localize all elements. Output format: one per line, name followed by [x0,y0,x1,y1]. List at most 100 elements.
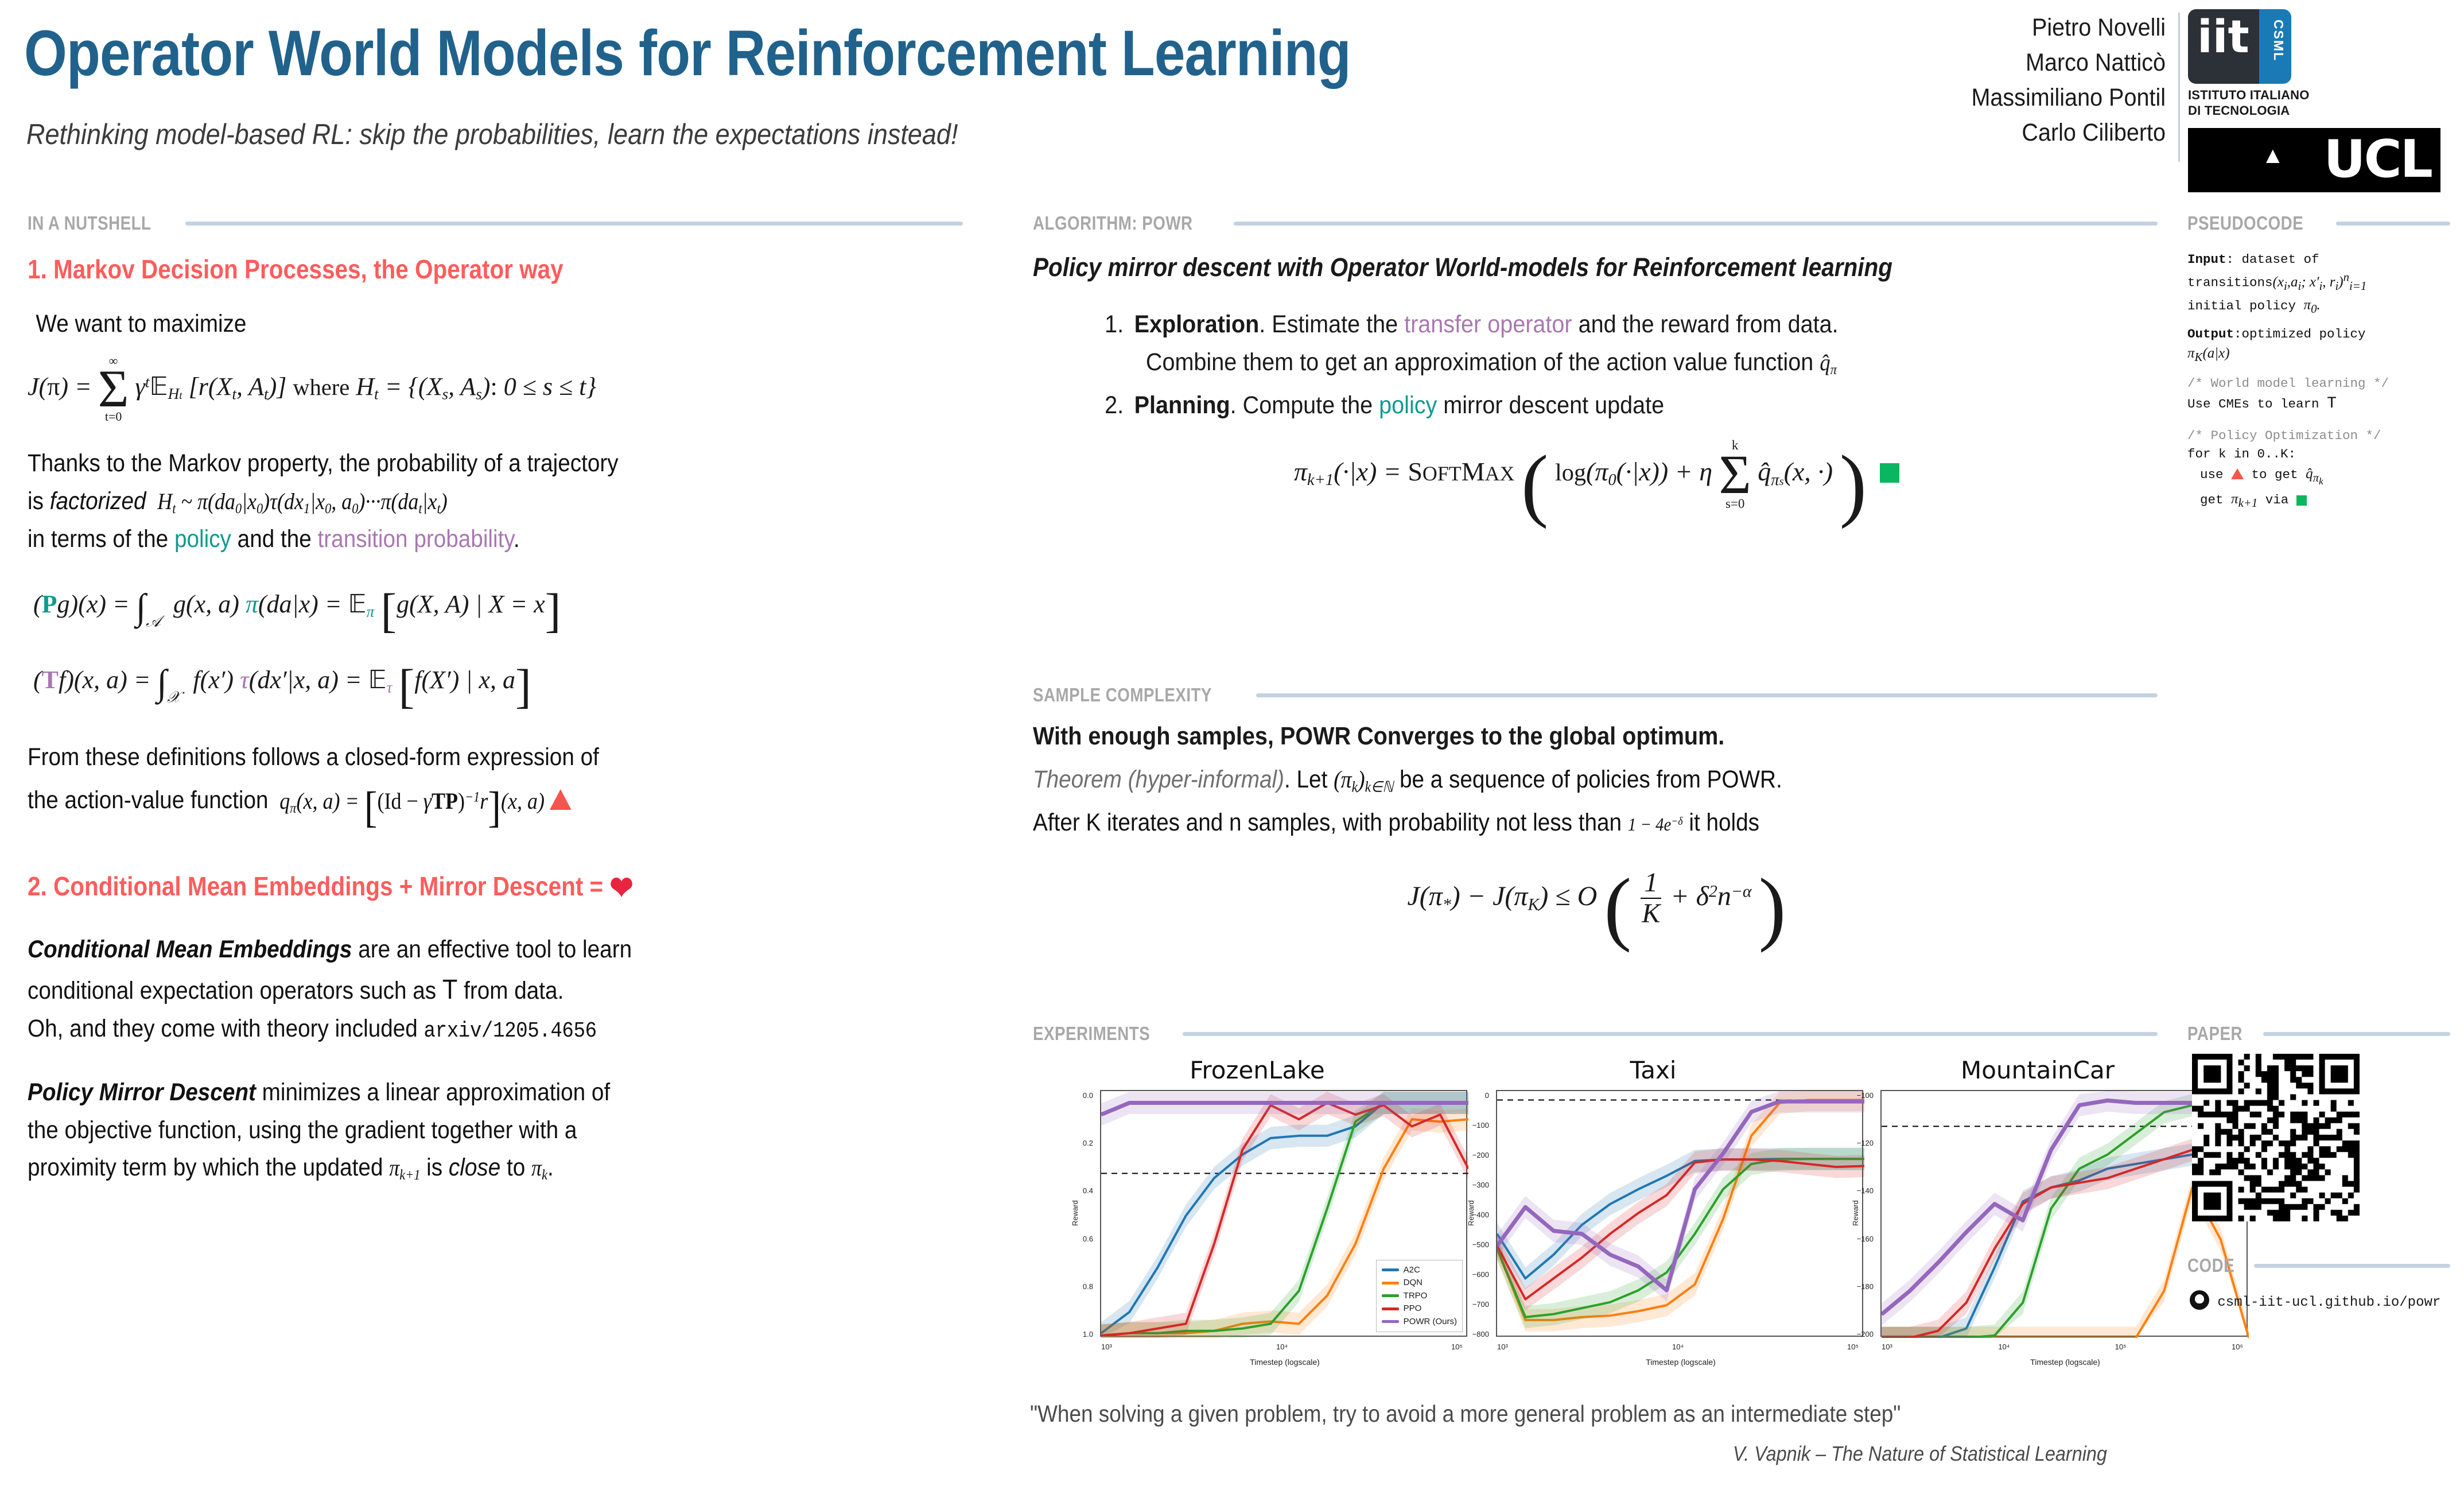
author-name: Pietro Novelli [2031,14,2166,41]
csml-label: CSML [2271,20,2286,62]
pseudo-cme-line: Use CMEs to learn T [2187,393,2457,416]
section-rule [2253,1263,2450,1268]
vertical-divider [2178,13,2180,162]
green-square-icon [2296,495,2307,506]
arxiv-reference[interactable]: arxiv/1205.4656 [423,1019,597,1044]
x-axis-tick: 10³ [1101,1342,1112,1351]
algorithm-step-exploration: 1. Exploration. Estimate the transfer op… [1102,309,2070,379]
ucl-portico-icon: ▲ [2261,142,2284,168]
chart-title: FrozenLake [1190,1056,1325,1084]
section-label: SAMPLE COMPLEXITY [1033,684,1212,705]
pseudo-input-line: Input: dataset of [2187,250,2457,269]
section-header-pseudocode: PSEUDOCODE [2187,212,2450,234]
code-repo-line[interactable]: csml-iit-ucl.github.io/powr [2190,1290,2440,1310]
legend-swatch [1381,1294,1399,1298]
theorem-line1: Theorem (hyper-informal). Let (πk)k∈ℕ be… [1033,766,1782,796]
operator-T: T [442,973,458,1005]
text-pmd-line3: proximity term by which the updated πk+1… [28,1154,554,1184]
chart-taxi: Taxi 0 −100 −200 −300 −400 −500 −600 −700 −800 10³… [1443,1056,1864,1367]
logo-group: iit CSML ISTITUTO ITALIANO DI TECNOLOGIA… [2188,9,2449,192]
section-header-sample-complexity: SAMPLE COMPLEXITY [1033,684,2158,706]
legend-swatch [1381,1281,1399,1285]
y-axis-tick: −100 [1856,1091,1874,1100]
qr-code[interactable] [2192,1054,2360,1221]
action-value-label: the action-value function [28,786,269,814]
pseudo-input-text: : dataset of [2226,252,2319,267]
text-pmd-line1: Policy Mirror Descent minimizes a linear… [28,1076,869,1109]
pseudo-initial-policy-line: initial policy π0. [2187,297,2321,316]
pseudo-transitions-line: transitions(xi,ai; x′i, ri)ni=1 [2187,270,2367,293]
math-pi-k: πk [531,1155,548,1184]
cme-body2-pre: conditional expectation operators such a… [28,976,437,1004]
section-label: CODE [2187,1255,2235,1276]
legend-swatch [1381,1307,1399,1310]
code-repo-url[interactable]: csml-iit-ucl.github.io/powr [2217,1295,2441,1310]
section-header-nutshell: IN A NUTSHELL [28,212,963,234]
legend-swatch [1381,1320,1399,1324]
label-policy: policy [1379,391,1437,420]
pseudo-get-pre: get [2200,492,2224,507]
chart-legend: A2C DQN TRPO PPO POWR (Ours) [1375,1259,1463,1332]
section-label: ALGORITHM: POWR [1033,212,1193,234]
y-axis-label: Reward [1070,1200,1079,1226]
pseudo-output-math: πK(a|x) [2187,346,2230,364]
chart-title: Taxi [1630,1056,1677,1084]
ucl-wordmark: UCL [2323,129,2433,189]
text-markov-line3: in terms of the policy and the transitio… [28,525,520,553]
pseudo-input-label: Input [2187,252,2226,267]
footer-quote-source: V. Vapnik – The Nature of Statistical Le… [1733,1442,2107,1465]
math-pi-k-plus-1: πk+1 [389,1155,421,1184]
markov-is: is [28,487,44,515]
footer-quote: "When solving a given problem, try to av… [1030,1400,1901,1427]
operator-T: T [2327,395,2337,413]
green-square-icon [1880,463,1900,483]
theorem-pre: . Let [1284,766,1328,793]
legend-entry: TRPO [1381,1290,1457,1303]
cme-title: Conditional Mean Embeddings [28,936,352,964]
page-title: Operator World Models for Reinforcement … [24,17,1351,89]
legend-entry: A2C [1381,1264,1457,1277]
pseudo-output-text: :optimized policy [2234,326,2366,342]
y-axis-tick: −300 [1472,1181,1489,1189]
cme-body3: Oh, and they come with theory included [28,1015,418,1043]
legend-label: DQN [1403,1278,1423,1287]
pseudo-cme-text: Use CMEs to learn [2187,397,2319,412]
pmd-title: Policy Mirror Descent [28,1078,256,1107]
section-header-algorithm: ALGORITHM: POWR [1033,212,2158,234]
theorem-post: be a sequence of policies from POWR. [1399,766,1782,793]
step-text-post: and the reward from data. [1578,311,1839,338]
theorem2-pre: After K iterates and n samples, with pro… [1033,809,1622,837]
legend-entry: PPO [1381,1302,1457,1316]
plot-area: 0 −100 −200 −300 −400 −500 −600 −700 −800 10³ 10⁴ 1… [1467,1090,1864,1367]
section-label: PAPER [2187,1023,2243,1044]
y-axis-tick: 0.8 [1082,1282,1093,1291]
pmd-is: is [426,1154,443,1182]
iit-wordmark: iit [2197,11,2249,63]
legend-label: POWR (Ours) [1403,1316,1457,1326]
text-closed-form-line1: From these definitions follows a closed-… [28,743,599,771]
text-markov-line1: Thanks to the Markov property, the proba… [28,449,619,478]
markov-factorized: factorized [49,487,146,515]
x-axis-tick: 10⁴ [1998,1342,2010,1351]
y-axis-tick: −120 [1856,1139,1874,1148]
label-policy: policy [174,525,231,553]
step-title: Exploration [1134,311,1260,338]
y-axis-tick: −700 [1472,1300,1489,1309]
section-rule [2263,1031,2450,1036]
x-axis-tick: 10⁵ [1451,1342,1463,1351]
section-label: IN A NUTSHELL [28,212,151,234]
pmd-to: to [507,1154,526,1182]
legend-entry: DQN [1381,1276,1457,1290]
label-transition-probability: transition probability [317,525,514,553]
theorem-label: Theorem (hyper-informal) [1033,766,1285,793]
section-rule [2335,221,2450,226]
y-axis-tick: 0.4 [1082,1186,1093,1196]
pseudo-use-pre: use [2200,467,2224,482]
algorithm-subtitle: Policy mirror descent with Operator Worl… [1033,253,1893,282]
iit-logo: iit CSML [2188,9,2291,84]
pseudo-output-line: Output:optimized policy [2187,325,2457,343]
section-rule [1233,221,2158,226]
y-axis-tick: −180 [1856,1282,1874,1291]
